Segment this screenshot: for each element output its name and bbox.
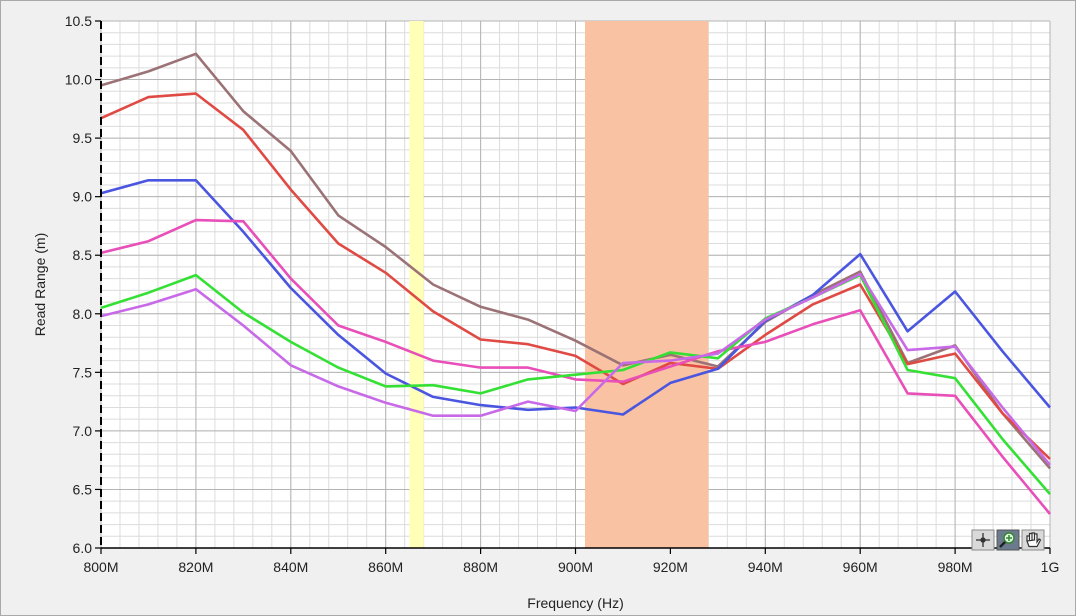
frequency-band <box>409 21 424 548</box>
y-tick-label: 8.0 <box>73 306 93 322</box>
x-tick-label: 820M <box>178 559 213 575</box>
frequency-band <box>584 21 709 548</box>
y-tick-label: 6.0 <box>73 540 93 556</box>
y-tick-label: 8.5 <box>73 247 93 263</box>
y-tick-label: 9.0 <box>73 189 93 205</box>
x-tick-label: 960M <box>843 559 878 575</box>
frequency-bands <box>409 21 709 548</box>
series-line-5 <box>100 273 1051 495</box>
x-tick-label: 1G <box>1041 559 1060 575</box>
y-tick-label: 10.0 <box>65 72 92 88</box>
pan-hand-icon <box>1026 532 1042 548</box>
y-axis-title: Read Range (m) <box>32 233 48 337</box>
pan-button[interactable] <box>1021 529 1045 551</box>
x-tick-label: 840M <box>273 559 308 575</box>
x-tick-label: 800M <box>83 559 118 575</box>
y-tick-label: 10.5 <box>65 13 92 29</box>
graph-palette <box>971 529 1045 551</box>
y-axis: 6.0 6.5 7.0 7.5 8.0 8.5 9.0 9.5 10.0 10.5 <box>65 13 102 556</box>
y-tick-label: 7.5 <box>73 364 93 380</box>
x-tick-label: 880M <box>463 559 498 575</box>
zoom-magnifier-icon <box>999 532 1015 548</box>
y-tick-label: 6.5 <box>73 481 93 497</box>
crosshair-cursor-button[interactable] <box>971 529 995 551</box>
series-line-3 <box>100 179 1051 416</box>
x-axis: 800M 820M 840M 860M 880M 900M 920M 940M 960M 980M… <box>83 547 1060 575</box>
x-tick-label: 860M <box>368 559 403 575</box>
series-line-4 <box>100 218 1052 515</box>
x-tick-label: 920M <box>653 559 688 575</box>
y-tick-label: 9.5 <box>73 130 93 146</box>
y-tick-label: 7.0 <box>73 423 93 439</box>
crosshair-icon <box>976 533 990 547</box>
x-axis-title: Frequency (Hz) <box>527 595 623 611</box>
x-tick-label: 980M <box>938 559 973 575</box>
x-tick-label: 940M <box>748 559 783 575</box>
series-line-1 <box>100 52 1051 470</box>
zoom-button[interactable] <box>996 529 1020 551</box>
series-lines <box>100 52 1052 515</box>
x-tick-label: 900M <box>558 559 593 575</box>
series-line-6 <box>100 272 1052 466</box>
